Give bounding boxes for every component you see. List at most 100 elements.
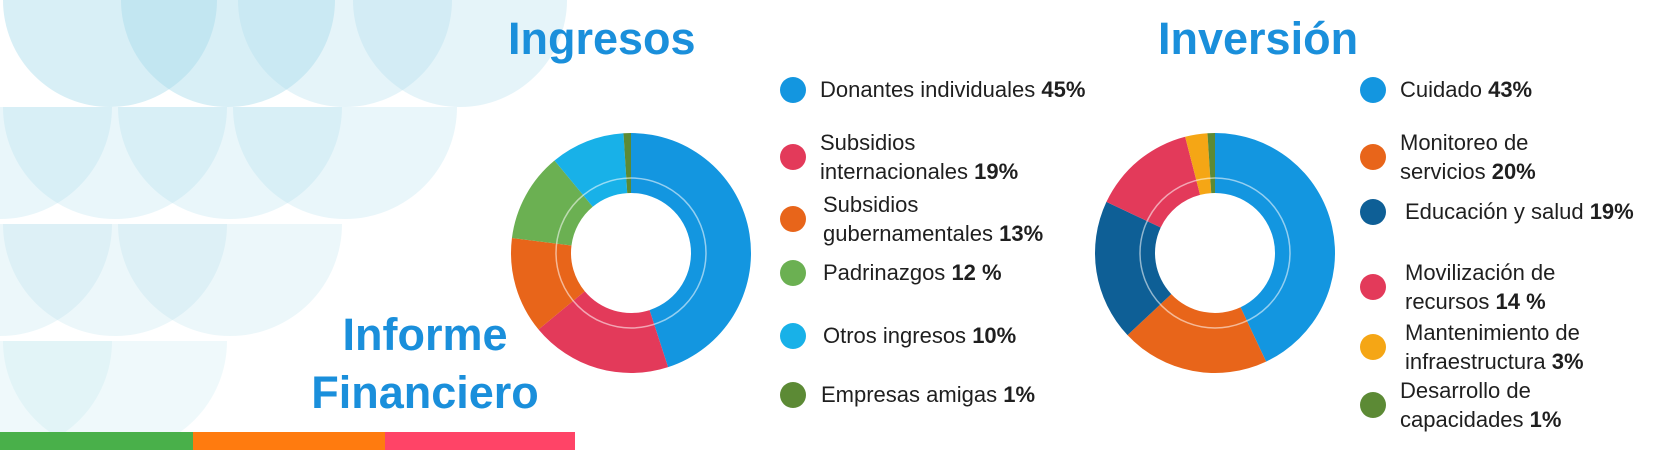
report-title: Informe Financiero [285, 306, 565, 422]
legend-value: 45% [1041, 77, 1086, 102]
decorative-bubble [233, 107, 457, 219]
legend-label-line: infraestructura [1405, 349, 1546, 374]
legend-label: Monitoreo de servicios 20% [1400, 128, 1536, 186]
legend-label: Padrinazgos 12 % [823, 258, 1002, 287]
chart-title-ingresos: Ingresos [508, 13, 696, 64]
legend-label-line: Cuidado [1400, 77, 1482, 102]
legend-label: Educación y salud 19% [1405, 197, 1634, 226]
legend-label-line: recursos [1405, 289, 1490, 314]
decorative-bubble [3, 0, 217, 107]
legend-label: Empresas amigas 1% [821, 380, 1035, 409]
donut-slice-subsidios-gubernamentales [511, 237, 585, 330]
legend-swatch [1360, 274, 1386, 300]
decorative-bubble [121, 0, 335, 107]
legend-swatch [1360, 392, 1386, 418]
legend-value: 20% [1491, 159, 1536, 184]
color-bar-red [385, 432, 575, 450]
donut-slice-movilización-de-recursos [1106, 136, 1201, 228]
color-bar-green [0, 432, 193, 450]
legend-label: Cuidado 43% [1400, 75, 1532, 104]
legend-label: Movilización de recursos 14 % [1405, 258, 1555, 316]
legend-label: Mantenimiento de infraestructura 3% [1405, 318, 1584, 376]
donut-chart-inversion [1095, 133, 1335, 373]
legend-swatch [1360, 198, 1386, 225]
legend-label-line: Desarrollo de [1400, 378, 1531, 403]
legend-item: Desarrollo de capacidades 1% [1360, 376, 1561, 434]
legend-value: 1% [1003, 382, 1035, 407]
donut-chart-ingresos [511, 133, 751, 373]
donut-slice-mantenimiento-de-infraestructura [1185, 133, 1212, 195]
donut-slice-otros-ingresos [554, 133, 628, 207]
legend-swatch [1360, 76, 1386, 103]
donut-inner-ring [1139, 177, 1291, 329]
donut-slice-cuidado [1215, 133, 1335, 362]
legend-label: Otros ingresos 10% [823, 321, 1016, 350]
legend-label: Subsidios gubernamentales 13% [823, 190, 1043, 248]
legend-label-line: Donantes individuales [820, 77, 1036, 102]
legend-value: 3% [1551, 349, 1584, 374]
decorative-bubble [0, 341, 112, 432]
legend-swatch [780, 381, 806, 408]
legend-label-line: Movilización de [1405, 260, 1556, 285]
legend-item: Monitoreo de servicios 20% [1360, 128, 1536, 186]
legend-label-line: Educación y salud [1405, 199, 1584, 224]
decorative-bubble [0, 224, 112, 336]
decorative-bubble [3, 224, 227, 336]
legend-value: 12 % [951, 260, 1002, 285]
legend-value: 19% [1589, 199, 1634, 224]
decorative-bubble [3, 107, 227, 219]
legend-item: Mantenimiento de infraestructura 3% [1360, 318, 1584, 376]
decorative-bubble [3, 341, 227, 432]
legend-label-line: capacidades [1400, 407, 1524, 432]
legend-label: Subsidios internacionales 19% [820, 128, 1018, 186]
legend-value: 43% [1488, 77, 1533, 102]
report-title-line2: Financiero [311, 367, 539, 418]
decorative-bubble [118, 224, 342, 336]
legend-item: Movilización de recursos 14 % [1360, 258, 1555, 316]
legend-swatch [1360, 334, 1386, 360]
legend-label-line: Empresas amigas [821, 382, 998, 407]
legend-label-line: servicios [1400, 159, 1486, 184]
legend-swatch [780, 76, 806, 103]
legend-swatch [780, 144, 806, 170]
donut-inner-ring [555, 177, 707, 329]
legend-value: 19% [974, 159, 1019, 184]
legend-value: 13% [999, 221, 1044, 246]
legend-item: Educación y salud 19% [1360, 197, 1634, 226]
decorative-bubble [353, 0, 567, 107]
legend-item: Cuidado 43% [1360, 75, 1532, 104]
legend-label-line: Subsidios [820, 130, 916, 155]
color-bar-orange [193, 432, 385, 450]
legend-item: Donantes individuales 45% [780, 75, 1085, 104]
legend-swatch [780, 322, 806, 349]
decorative-bubble [118, 107, 342, 219]
background-decoration [0, 0, 567, 432]
legend-label-line: Padrinazgos [823, 260, 946, 285]
legend-item: Subsidios internacionales 19% [780, 128, 1018, 186]
donut-slice-padrinazgos [511, 160, 593, 246]
donut-slice-monitoreo-de-servicios [1127, 294, 1267, 373]
decorative-bubble [238, 0, 452, 107]
legend-label-line: Otros ingresos [823, 323, 967, 348]
legend-label: Desarrollo de capacidades 1% [1400, 376, 1561, 434]
legend-value: 14 % [1495, 289, 1546, 314]
legend-item: Padrinazgos 12 % [780, 258, 1002, 287]
legend-label-line: internacionales [820, 159, 968, 184]
donut-slice-subsidios-internacionales [538, 291, 669, 373]
legend-item: Subsidios gubernamentales 13% [780, 190, 1043, 248]
legend-item: Empresas amigas 1% [780, 380, 1035, 409]
legend-value: 10% [972, 323, 1017, 348]
legend-label-line: Mantenimiento de [1405, 320, 1580, 345]
legend-label-line: gubernamentales [823, 221, 994, 246]
legend-label-line: Monitoreo de [1400, 130, 1529, 155]
legend-swatch [780, 206, 806, 232]
legend-label-line: Subsidios [823, 192, 919, 217]
legend-value: 1% [1529, 407, 1562, 432]
donut-slice-educación-y-salud [1095, 201, 1172, 336]
legend-swatch [1360, 144, 1386, 170]
legend-label: Donantes individuales 45% [820, 75, 1085, 104]
legend-item: Otros ingresos 10% [780, 321, 1016, 350]
report-title-line1: Informe [342, 309, 508, 360]
legend-swatch [780, 259, 806, 286]
donut-slice-donantes-individuales [631, 133, 751, 368]
